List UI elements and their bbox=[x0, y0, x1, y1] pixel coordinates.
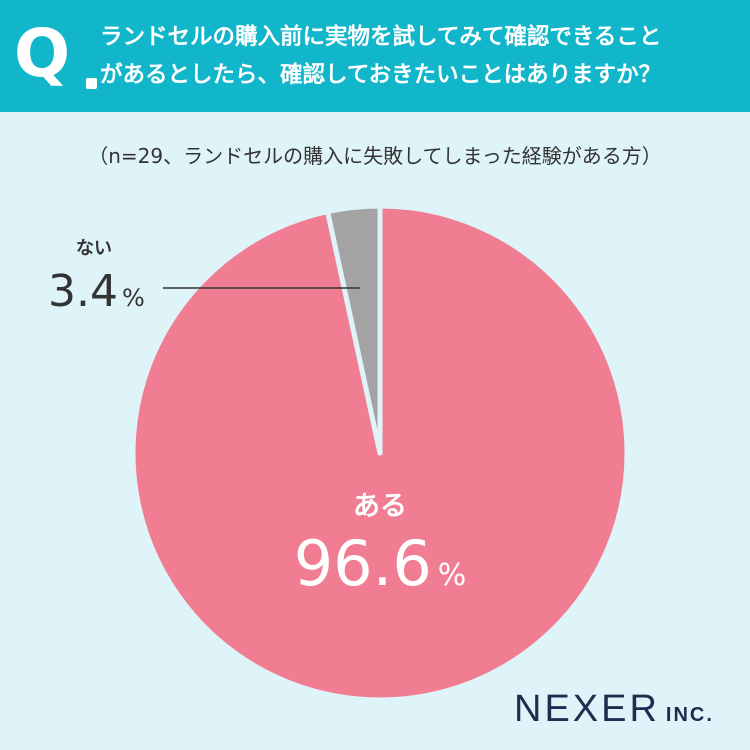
pie-slices bbox=[130, 203, 630, 703]
question-banner: Q ランドセルの購入前に実物を試してみて確認できること があるとしたら、確認して… bbox=[0, 0, 750, 112]
question-line-2: があるとしたら、確認しておきたいことはありますか？ bbox=[100, 62, 662, 88]
question-text: ランドセルの購入前に実物を試してみて確認できること があるとしたら、確認しておき… bbox=[100, 18, 740, 94]
brand-suffix: INC. bbox=[665, 704, 714, 726]
pie-slice-nai bbox=[325, 203, 383, 456]
sample-note: （n=29、ランドセルの購入に失敗してしまった経験がある方） bbox=[88, 144, 662, 168]
q-badge: Q bbox=[14, 14, 97, 94]
q-dot-icon bbox=[86, 78, 97, 89]
value-label-nai: 3.4% bbox=[48, 266, 145, 317]
category-label-nai: ない bbox=[76, 238, 112, 259]
value-label-aru: 96.6% bbox=[294, 527, 467, 600]
q-letter: Q bbox=[14, 15, 71, 92]
brand-name: NEXER bbox=[514, 688, 660, 730]
brand-logo: NEXER INC. bbox=[514, 688, 714, 731]
category-label-aru: ある bbox=[353, 491, 407, 522]
question-line-1: ランドセルの購入前に実物を試してみて確認できること bbox=[100, 24, 662, 50]
